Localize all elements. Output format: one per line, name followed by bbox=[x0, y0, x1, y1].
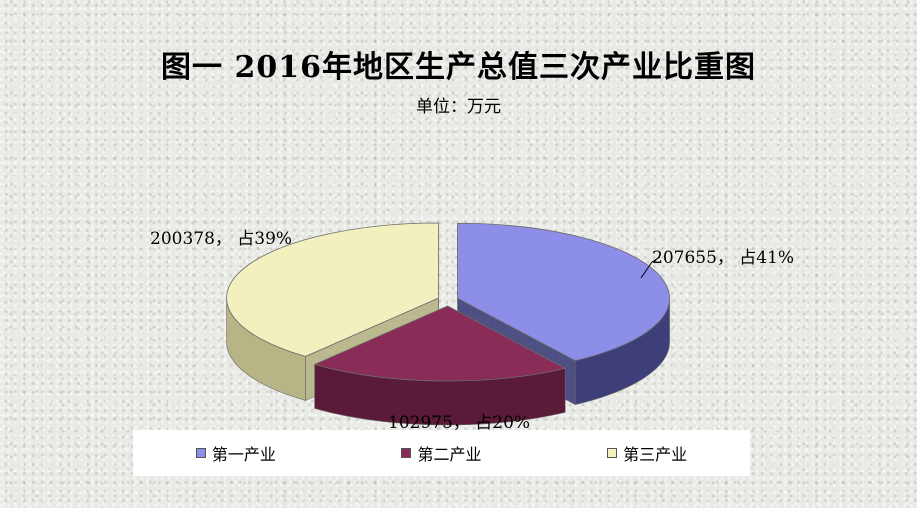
data-label-tertiary: 200378， 占39% bbox=[150, 229, 293, 249]
slice-top-tertiary bbox=[226, 222, 439, 357]
unit-label: 单位：万元 bbox=[416, 97, 501, 117]
chart-title: 图一 2016年地区生产总值三次产业比重图 bbox=[161, 50, 756, 85]
legend-item-secondary: 第二产业 bbox=[401, 441, 481, 465]
slice-top-primary bbox=[457, 222, 670, 362]
legend-item-primary: 第一产业 bbox=[195, 441, 276, 465]
legend-label-secondary: 第二产业 bbox=[417, 445, 482, 464]
legend-label-primary: 第一产业 bbox=[211, 445, 276, 464]
legend-item-tertiary: 第三产业 bbox=[607, 441, 687, 465]
data-label-secondary: 102975， 占20% bbox=[388, 413, 531, 433]
slice-top-secondary bbox=[313, 305, 567, 382]
leader-line-primary bbox=[640, 256, 661, 279]
legend-swatch-secondary bbox=[401, 448, 412, 458]
legend: 第一产业 第二产业 第三产业 bbox=[133, 430, 750, 476]
legend-swatch-tertiary bbox=[607, 448, 618, 458]
data-label-primary: 207655， 占41% bbox=[652, 248, 795, 268]
legend-label-tertiary: 第三产业 bbox=[623, 445, 688, 464]
legend-swatch-primary bbox=[195, 448, 206, 458]
